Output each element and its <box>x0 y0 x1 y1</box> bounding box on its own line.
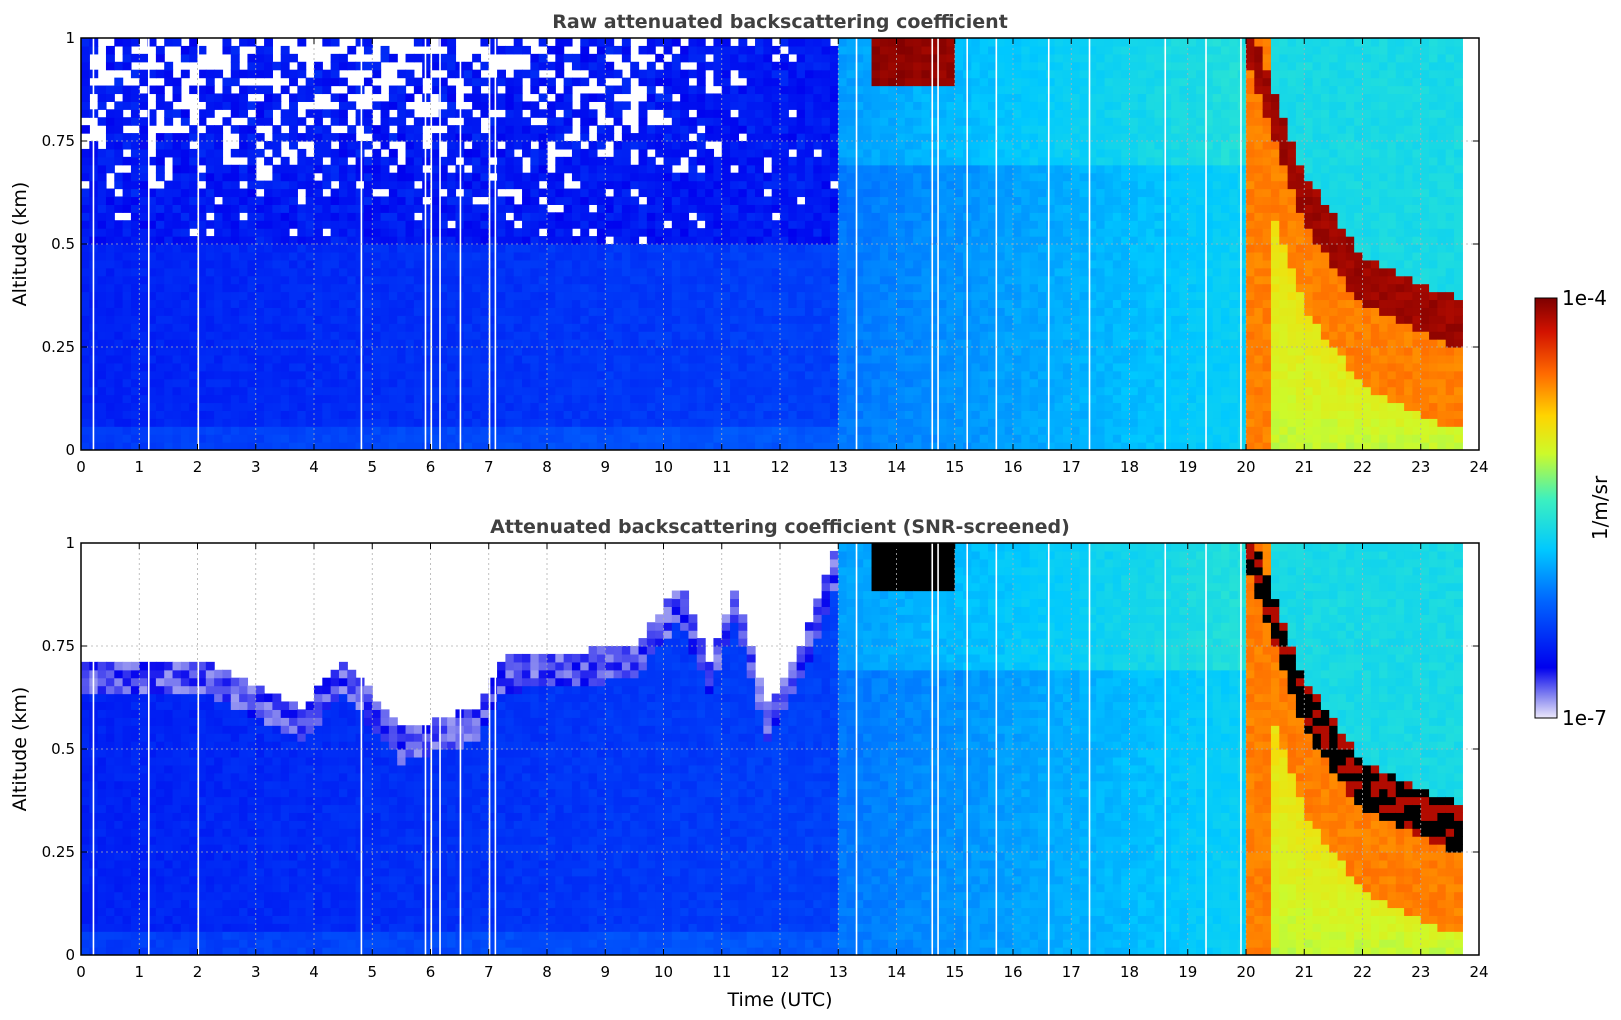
x-tick-label: 7 <box>484 458 494 476</box>
x-tick-label: 9 <box>600 458 610 476</box>
panel-raw-yticks: 0 0.25 0.5 0.75 1 <box>42 29 1479 459</box>
y-tick-label: 0.25 <box>42 843 75 861</box>
y-tick-label: 0.75 <box>42 132 75 150</box>
y-tick-label: 0.25 <box>42 338 75 356</box>
y-tick-label: 1 <box>65 534 75 552</box>
panel-screened-xticks: 0 1 2 3 4 5 6 7 8 9 10 11 12 13 14 15 16 17 18 19 20 21 22 23 24 <box>76 543 1489 981</box>
x-tick-label: 19 <box>1178 458 1197 476</box>
x-tick-label: 9 <box>600 963 610 981</box>
x-tick-label: 14 <box>887 458 906 476</box>
x-tick-label: 1 <box>134 458 144 476</box>
x-tick-label: 2 <box>193 963 203 981</box>
x-tick-label: 16 <box>1003 458 1022 476</box>
panel-screened-title: Attenuated backscattering coefficient (S… <box>490 516 1070 538</box>
x-tick-label: 12 <box>770 458 789 476</box>
x-tick-label: 24 <box>1469 458 1488 476</box>
x-tick-label: 8 <box>542 963 552 981</box>
x-tick-label: 3 <box>251 458 261 476</box>
colorbar-min-label: 1e-7 <box>1562 706 1607 730</box>
x-tick-label: 12 <box>770 963 789 981</box>
x-tick-label: 19 <box>1178 963 1197 981</box>
x-tick-label: 22 <box>1353 458 1372 476</box>
x-tick-label: 8 <box>542 458 552 476</box>
x-tick-label: 11 <box>712 963 731 981</box>
x-tick-label: 1 <box>134 963 144 981</box>
panel-raw-xticks: 0 1 2 3 4 5 6 7 8 9 10 11 12 13 14 15 16 17 18 19 20 21 22 23 24 <box>76 38 1489 476</box>
panel-screened-grid <box>81 543 1479 955</box>
x-tick-label: 22 <box>1353 963 1372 981</box>
x-tick-label: 23 <box>1411 458 1430 476</box>
panel-screened-ylabel: Altitude (km) <box>9 687 31 812</box>
colorbar-unit-label: 1/m/sr <box>1588 475 1612 540</box>
x-tick-label: 0 <box>76 963 86 981</box>
x-tick-label: 16 <box>1003 963 1022 981</box>
x-tick-label: 0 <box>76 458 86 476</box>
panel-raw-grid <box>81 38 1479 450</box>
x-tick-label: 11 <box>712 458 731 476</box>
panel-screened-xlabel: Time (UTC) <box>726 989 832 1011</box>
colorbar-gradient <box>1534 297 1558 719</box>
x-tick-label: 15 <box>945 963 964 981</box>
x-tick-label: 6 <box>426 963 436 981</box>
x-tick-label: 20 <box>1236 963 1255 981</box>
x-tick-label: 17 <box>1062 458 1081 476</box>
x-tick-label: 15 <box>945 458 964 476</box>
colorbar-max-label: 1e-4 <box>1562 286 1607 310</box>
x-tick-label: 6 <box>426 458 436 476</box>
y-tick-label: 0 <box>65 946 75 964</box>
x-tick-label: 10 <box>654 458 673 476</box>
x-tick-label: 3 <box>251 963 261 981</box>
x-tick-label: 24 <box>1469 963 1488 981</box>
x-tick-label: 17 <box>1062 963 1081 981</box>
x-tick-label: 21 <box>1295 458 1314 476</box>
y-tick-label: 0.75 <box>42 637 75 655</box>
x-tick-label: 21 <box>1295 963 1314 981</box>
x-tick-label: 7 <box>484 963 494 981</box>
y-tick-label: 0.5 <box>51 235 75 253</box>
x-tick-label: 2 <box>193 458 203 476</box>
panel-raw-ylabel: Altitude (km) <box>9 182 31 307</box>
panel-screened: Attenuated backscattering coefficient (S… <box>9 516 1489 1011</box>
x-tick-label: 5 <box>367 458 377 476</box>
colorbar: 1e-4 1e-7 1/m/sr <box>1534 286 1612 730</box>
x-tick-label: 13 <box>829 963 848 981</box>
x-tick-label: 5 <box>367 963 377 981</box>
y-tick-label: 1 <box>65 29 75 47</box>
x-tick-label: 4 <box>309 963 319 981</box>
x-tick-label: 13 <box>829 458 848 476</box>
x-tick-label: 14 <box>887 963 906 981</box>
y-tick-label: 0 <box>65 441 75 459</box>
x-tick-label: 4 <box>309 458 319 476</box>
panel-screened-yticks: 0 0.25 0.5 0.75 1 <box>42 534 1479 964</box>
x-tick-label: 10 <box>654 963 673 981</box>
panel-raw-heatmap <box>81 38 1479 450</box>
x-tick-label: 23 <box>1411 963 1430 981</box>
x-tick-label: 18 <box>1120 963 1139 981</box>
x-tick-label: 18 <box>1120 458 1139 476</box>
panel-raw-title: Raw attenuated backscattering coefficien… <box>552 11 1008 33</box>
y-tick-label: 0.5 <box>51 740 75 758</box>
panel-raw: Raw attenuated backscattering coefficien… <box>9 11 1489 476</box>
x-tick-label: 20 <box>1236 458 1255 476</box>
